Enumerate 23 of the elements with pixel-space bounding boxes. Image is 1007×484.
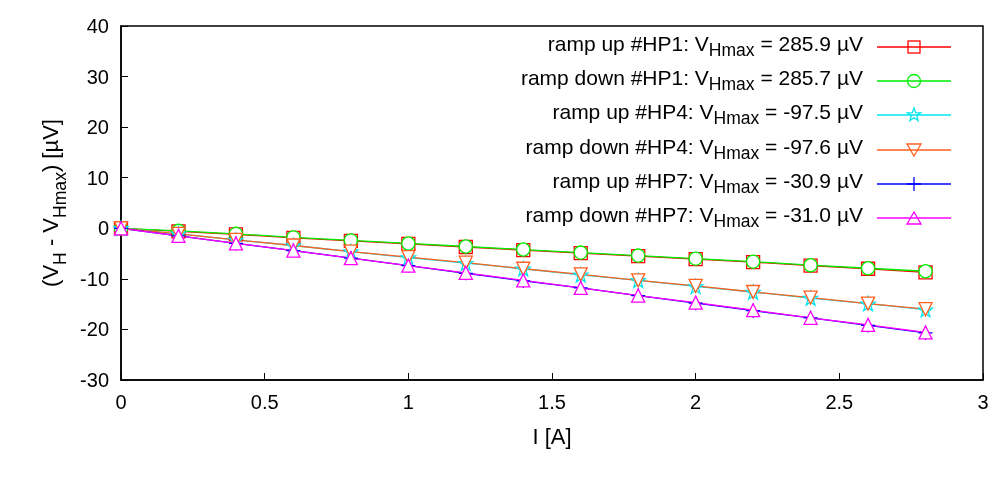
y-tick-label: -20 <box>80 318 109 341</box>
legend-label: ramp down #HP7: V$_{Hmax}$ = -31.0 µV <box>525 201 863 234</box>
legend-label: ramp down #HP1: V$_{Hmax}$ = 285.7 µV <box>520 65 863 97</box>
legend-label: ramp up #HP4: V$_{Hmax}$ = -97.5 µV <box>552 99 863 131</box>
y-tick-label: 20 <box>86 116 109 139</box>
x-tick-label: 2 <box>690 391 702 413</box>
x-tick-label: 3 <box>977 391 989 413</box>
x-tick-label: 1.5 <box>538 391 566 413</box>
x-tick-label: 2.5 <box>825 391 854 413</box>
y-axis-title: (VH - VHmax) [µV] <box>37 119 71 287</box>
y-tick-label: 30 <box>86 65 109 88</box>
y-tick-label: -10 <box>80 267 109 290</box>
legend-label: ramp up #HP1: V$_{Hmax}$ = 285.9 µV <box>547 31 863 63</box>
x-tick-label: 0 <box>115 391 127 413</box>
y-tick-label: 0 <box>97 217 109 240</box>
y-tick-label: 10 <box>86 166 109 189</box>
y-tick-label: 40 <box>86 15 109 37</box>
x-tick-label: 1 <box>402 391 414 413</box>
legend-label: ramp down #HP4: V$_{Hmax}$ = -97.6 µV <box>525 133 863 165</box>
legend-label: ramp up #HP7: V$_{Hmax}$ = -30.9 µV <box>552 167 863 199</box>
x-tick-label: 0.5 <box>250 391 279 413</box>
y-tick-label: -30 <box>80 369 109 391</box>
x-axis-title: I [A] <box>532 423 572 449</box>
